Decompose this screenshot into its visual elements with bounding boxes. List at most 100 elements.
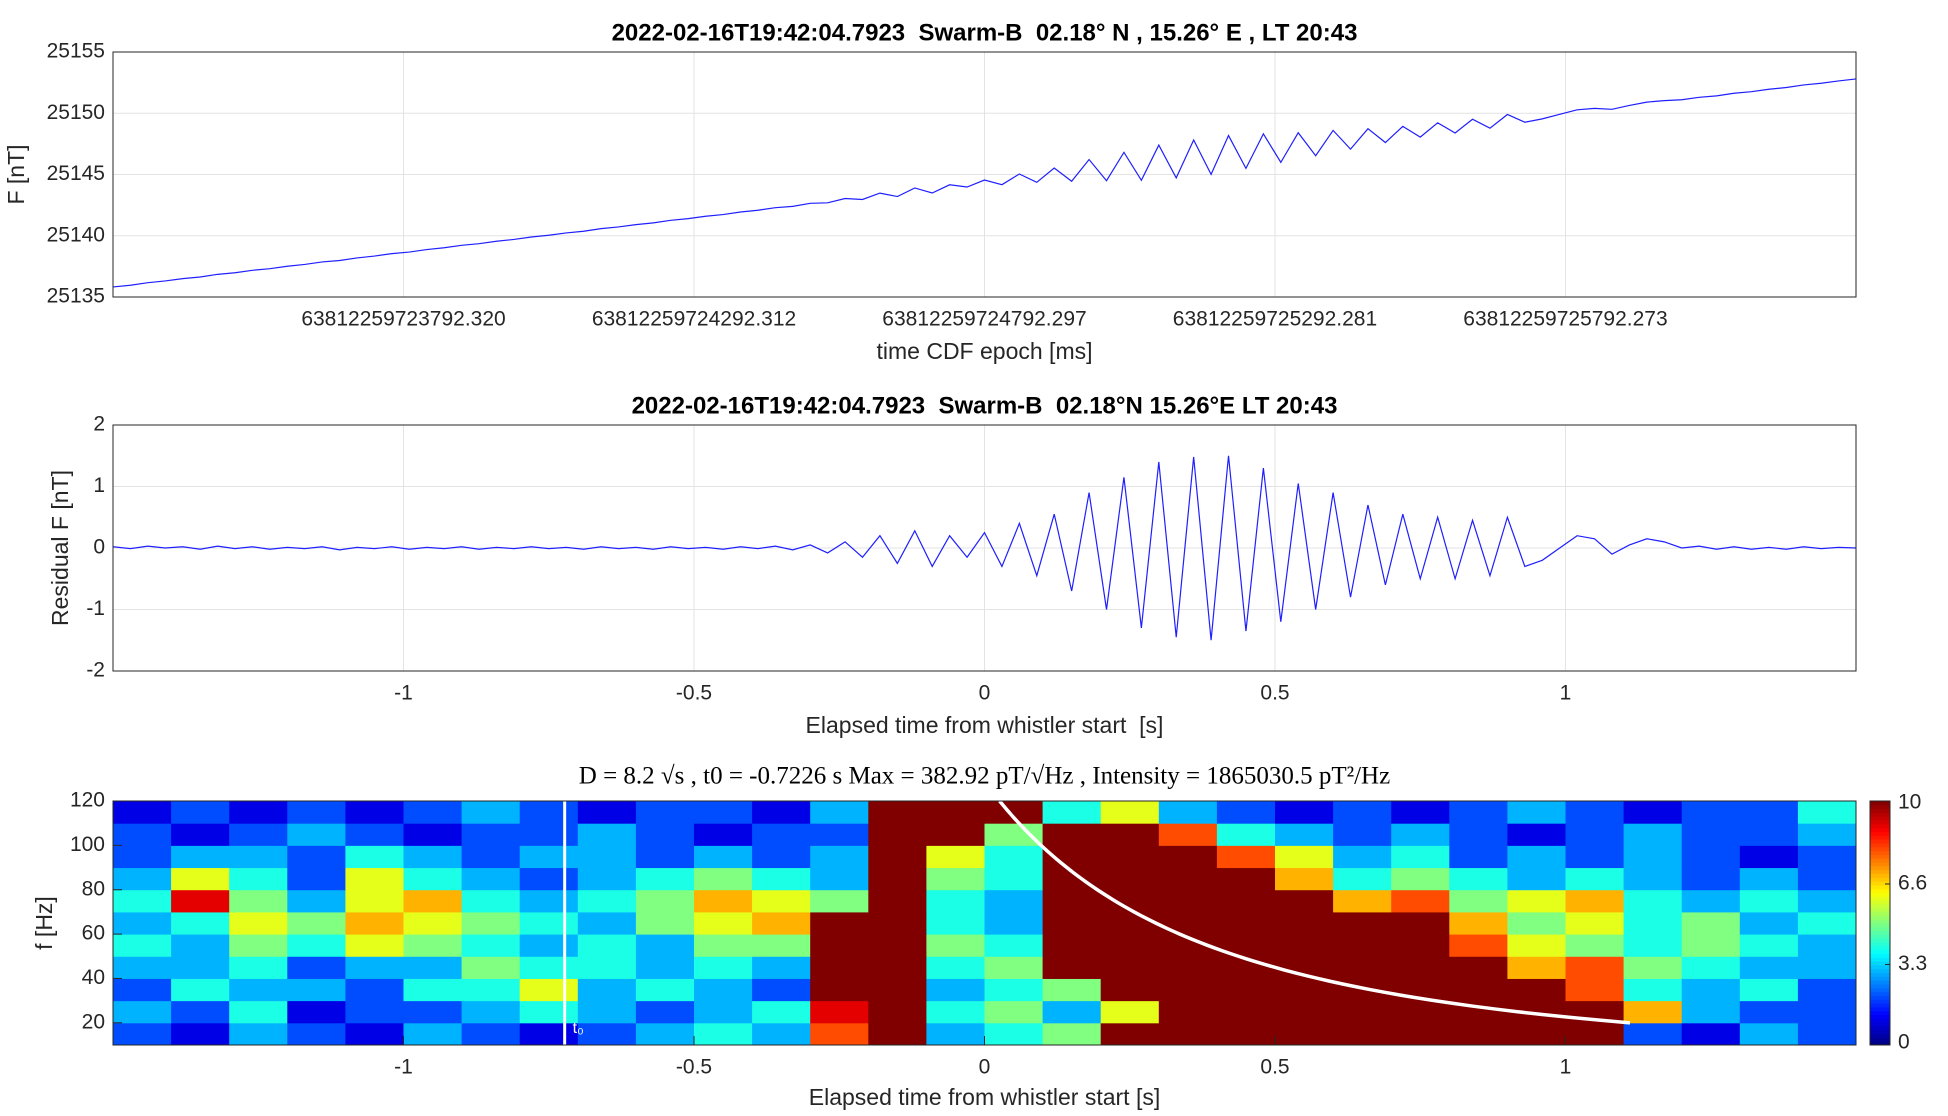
colorbar-step <box>1870 888 1890 893</box>
heatmap-cell <box>171 1022 230 1045</box>
y-tick-label: 25155 <box>47 40 105 63</box>
heatmap-cell <box>926 823 985 846</box>
colorbar-step <box>1870 823 1890 829</box>
heatmap-cell <box>1797 934 1856 957</box>
heatmap-cell <box>1275 1000 1334 1024</box>
heatmap-cell <box>171 889 230 913</box>
heatmap-cell <box>635 889 695 913</box>
heatmap-cell <box>1739 889 1799 913</box>
whistler-curve <box>998 801 1631 1025</box>
heatmap-cell <box>229 911 288 935</box>
heatmap-cell <box>1739 1000 1799 1024</box>
heatmap-cell <box>519 934 579 957</box>
heatmap-cell <box>287 1000 346 1024</box>
colorbar-step <box>1870 854 1890 859</box>
colorbar-frame <box>1869 800 1891 1046</box>
heatmap-cell <box>1623 956 1683 979</box>
y-tick-label: 100 <box>70 833 105 856</box>
colorbar-step <box>1870 900 1890 905</box>
heatmap-cell <box>1681 889 1741 913</box>
chart-title: D = 8.2 √s , t0 = -0.7226 s Max = 382.92… <box>579 763 1390 790</box>
heatmap-cell <box>171 845 230 869</box>
panel: 2022-02-16T19:42:04.7923 Swarm-B 02.18° … <box>3 19 1857 364</box>
colorbar-step <box>1870 846 1890 852</box>
heatmap-cell <box>1100 823 1160 846</box>
heatmap-cell <box>1216 978 1276 1002</box>
colorbar-step <box>1870 1006 1890 1012</box>
colorbar-step <box>1870 884 1890 890</box>
heatmap-cell <box>1100 889 1160 913</box>
heatmap-cell <box>1333 911 1392 935</box>
heatmap-cell <box>1449 801 1508 824</box>
heatmap-cell <box>1158 934 1218 957</box>
heatmap-cell <box>1275 911 1334 935</box>
heatmap-cell <box>1507 978 1566 1002</box>
colorbar-step <box>1870 804 1890 810</box>
chart-title: 2022-02-16T19:42:04.7923 Swarm-B 02.18° … <box>612 19 1358 46</box>
heatmap-cell <box>287 934 346 957</box>
heatmap-cell <box>984 845 1044 869</box>
heatmap-cell <box>1158 845 1218 869</box>
heatmap-cell <box>403 867 463 891</box>
heatmap-cell <box>1216 911 1276 935</box>
colorbar-step <box>1870 873 1890 878</box>
heatmap-cell <box>1333 801 1392 824</box>
heatmap-cell <box>1216 934 1276 957</box>
heatmap-cell <box>403 845 463 869</box>
heatmap-cell <box>1449 956 1508 979</box>
heatmap-cell <box>171 823 230 846</box>
heatmap-cell <box>1216 823 1276 846</box>
heatmap-cell <box>229 845 288 869</box>
heatmap-cell <box>345 911 404 935</box>
heatmap-cell <box>1739 911 1799 935</box>
heatmap-cell <box>519 911 579 935</box>
colorbar-step <box>1870 995 1890 1000</box>
y-tick-label: 120 <box>70 789 105 812</box>
heatmap-cell <box>345 1000 404 1024</box>
heatmap-cell <box>461 867 521 891</box>
heatmap-cell <box>113 911 172 935</box>
heatmap-cell <box>984 889 1044 913</box>
colorbar-step <box>1870 1003 1890 1008</box>
heatmap-cell <box>403 934 463 957</box>
heatmap-cell <box>1158 911 1218 935</box>
heatmap-cell <box>1507 956 1566 979</box>
heatmap-cell <box>345 867 404 891</box>
y-tick-label: 25140 <box>47 223 105 246</box>
heatmap-cell <box>1100 867 1160 891</box>
y-tick-label: 1 <box>93 474 105 497</box>
axes-overlay <box>112 51 1857 298</box>
heatmap-cell <box>171 801 230 824</box>
heatmap-cell <box>403 889 463 913</box>
heatmap-cell <box>1797 889 1856 913</box>
colorbar-step <box>1870 919 1890 924</box>
panel: D = 8.2 √s , t0 = -0.7226 s Max = 382.92… <box>31 763 1927 1110</box>
colorbar-step <box>1870 835 1890 840</box>
heatmap-cell <box>1507 1000 1566 1024</box>
heatmap-cell <box>1739 956 1799 979</box>
colorbar-step <box>1870 808 1890 813</box>
heatmap-cell <box>1797 956 1856 979</box>
heatmap-cell <box>1797 867 1856 891</box>
y-tick-label: -2 <box>86 659 105 682</box>
heatmap-cell <box>1623 801 1683 824</box>
heatmap-cell <box>577 845 637 869</box>
heatmap-cell <box>1565 823 1625 846</box>
heatmap-cell <box>1158 1022 1218 1045</box>
heatmap-cell <box>926 845 985 869</box>
x-tick-label: 0 <box>979 682 991 705</box>
colorbar-step <box>1870 801 1890 806</box>
heatmap-cell <box>113 889 172 913</box>
heatmap-cell <box>868 889 927 913</box>
heatmap-cell <box>1797 801 1856 824</box>
heatmap-cell <box>461 956 521 979</box>
heatmap-cell <box>1507 1022 1566 1045</box>
heatmap-cell <box>229 823 288 846</box>
colorbar-step <box>1870 842 1890 848</box>
heatmap-cell <box>287 956 346 979</box>
heatmap-cell <box>403 956 463 979</box>
x-tick-label: 0.5 <box>1260 1056 1289 1079</box>
x-tick-label: -1 <box>394 682 413 705</box>
heatmap-cell <box>635 867 695 891</box>
colorbar-tick-label: 6.6 <box>1898 872 1927 895</box>
